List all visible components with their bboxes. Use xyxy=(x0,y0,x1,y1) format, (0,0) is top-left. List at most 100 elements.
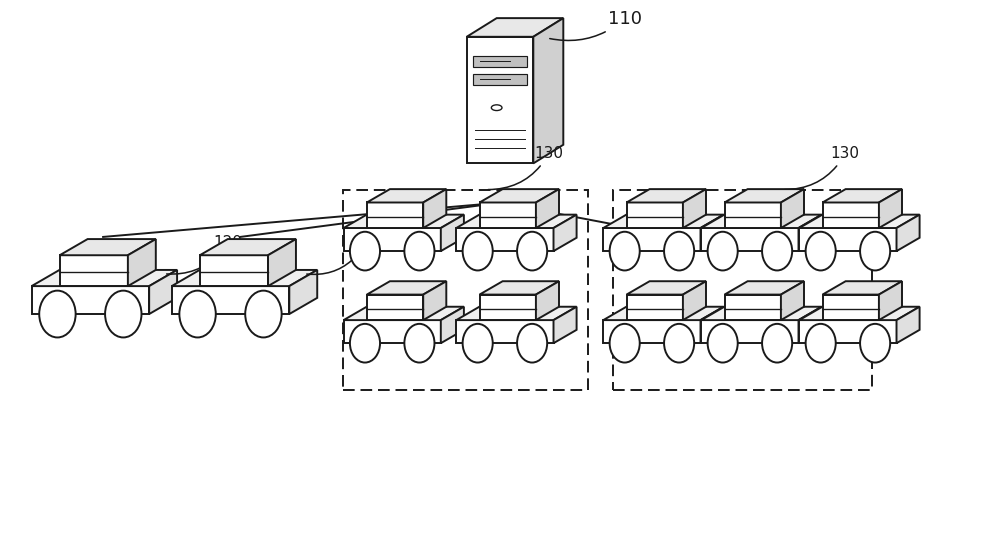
Polygon shape xyxy=(289,270,317,314)
Polygon shape xyxy=(367,189,446,202)
Ellipse shape xyxy=(179,291,216,337)
Bar xyxy=(343,190,588,389)
Polygon shape xyxy=(627,202,683,228)
Polygon shape xyxy=(367,281,446,295)
Ellipse shape xyxy=(610,232,640,271)
Polygon shape xyxy=(701,215,724,251)
Polygon shape xyxy=(725,202,781,228)
Polygon shape xyxy=(441,215,464,251)
Polygon shape xyxy=(725,189,804,202)
Ellipse shape xyxy=(245,291,282,337)
Polygon shape xyxy=(344,215,464,228)
Ellipse shape xyxy=(105,291,141,337)
Ellipse shape xyxy=(517,232,547,271)
Circle shape xyxy=(491,105,502,111)
Polygon shape xyxy=(344,307,464,320)
Polygon shape xyxy=(725,281,804,295)
Polygon shape xyxy=(554,307,577,343)
Polygon shape xyxy=(480,281,559,295)
Ellipse shape xyxy=(806,232,836,271)
Polygon shape xyxy=(268,239,296,286)
Ellipse shape xyxy=(762,324,792,362)
Polygon shape xyxy=(603,215,724,228)
Polygon shape xyxy=(799,307,920,320)
Text: 110: 110 xyxy=(550,10,642,40)
Polygon shape xyxy=(467,18,563,37)
Ellipse shape xyxy=(708,324,738,362)
Polygon shape xyxy=(603,307,724,320)
Polygon shape xyxy=(32,270,177,286)
Text: 120: 120 xyxy=(167,235,242,274)
Polygon shape xyxy=(456,228,554,251)
Polygon shape xyxy=(367,295,423,320)
Polygon shape xyxy=(823,202,879,228)
Polygon shape xyxy=(823,295,879,320)
Ellipse shape xyxy=(404,232,434,271)
Text: 120: 120 xyxy=(307,241,377,274)
Polygon shape xyxy=(879,281,902,320)
Ellipse shape xyxy=(610,324,640,362)
Polygon shape xyxy=(344,228,441,251)
Polygon shape xyxy=(456,320,554,343)
Polygon shape xyxy=(701,307,822,320)
Polygon shape xyxy=(172,270,317,286)
Polygon shape xyxy=(554,215,577,251)
Polygon shape xyxy=(60,255,128,286)
Polygon shape xyxy=(423,189,446,228)
Polygon shape xyxy=(781,189,804,228)
Polygon shape xyxy=(536,189,559,228)
Polygon shape xyxy=(897,215,920,251)
Polygon shape xyxy=(480,295,536,320)
Polygon shape xyxy=(172,286,289,314)
Polygon shape xyxy=(879,189,902,228)
Polygon shape xyxy=(344,320,441,343)
Ellipse shape xyxy=(708,232,738,271)
Polygon shape xyxy=(701,228,799,251)
Polygon shape xyxy=(627,295,683,320)
Polygon shape xyxy=(367,202,423,228)
Polygon shape xyxy=(473,74,527,85)
Polygon shape xyxy=(473,56,527,67)
Polygon shape xyxy=(200,239,296,255)
Bar xyxy=(613,190,872,389)
Polygon shape xyxy=(799,320,897,343)
Polygon shape xyxy=(467,37,533,163)
Polygon shape xyxy=(423,281,446,320)
Ellipse shape xyxy=(806,324,836,362)
Polygon shape xyxy=(603,320,701,343)
Polygon shape xyxy=(701,215,822,228)
Polygon shape xyxy=(456,215,577,228)
Polygon shape xyxy=(799,215,822,251)
Polygon shape xyxy=(149,270,177,314)
Polygon shape xyxy=(781,281,804,320)
Polygon shape xyxy=(32,286,149,314)
Ellipse shape xyxy=(517,324,547,362)
Polygon shape xyxy=(823,281,902,295)
Ellipse shape xyxy=(762,232,792,271)
Polygon shape xyxy=(823,189,902,202)
Polygon shape xyxy=(200,255,268,286)
Polygon shape xyxy=(701,320,799,343)
Text: 130: 130 xyxy=(785,146,860,190)
Ellipse shape xyxy=(463,324,493,362)
Polygon shape xyxy=(799,228,897,251)
Ellipse shape xyxy=(664,232,694,271)
Polygon shape xyxy=(441,307,464,343)
Polygon shape xyxy=(799,215,920,228)
Polygon shape xyxy=(480,189,559,202)
Ellipse shape xyxy=(860,324,890,362)
Polygon shape xyxy=(603,228,701,251)
Polygon shape xyxy=(799,307,822,343)
Polygon shape xyxy=(627,189,706,202)
Ellipse shape xyxy=(664,324,694,362)
Polygon shape xyxy=(627,281,706,295)
Ellipse shape xyxy=(860,232,890,271)
Polygon shape xyxy=(683,281,706,320)
Polygon shape xyxy=(701,307,724,343)
Polygon shape xyxy=(725,295,781,320)
Polygon shape xyxy=(480,202,536,228)
Polygon shape xyxy=(456,307,577,320)
Ellipse shape xyxy=(350,232,380,271)
Text: 130: 130 xyxy=(488,146,563,190)
Polygon shape xyxy=(536,281,559,320)
